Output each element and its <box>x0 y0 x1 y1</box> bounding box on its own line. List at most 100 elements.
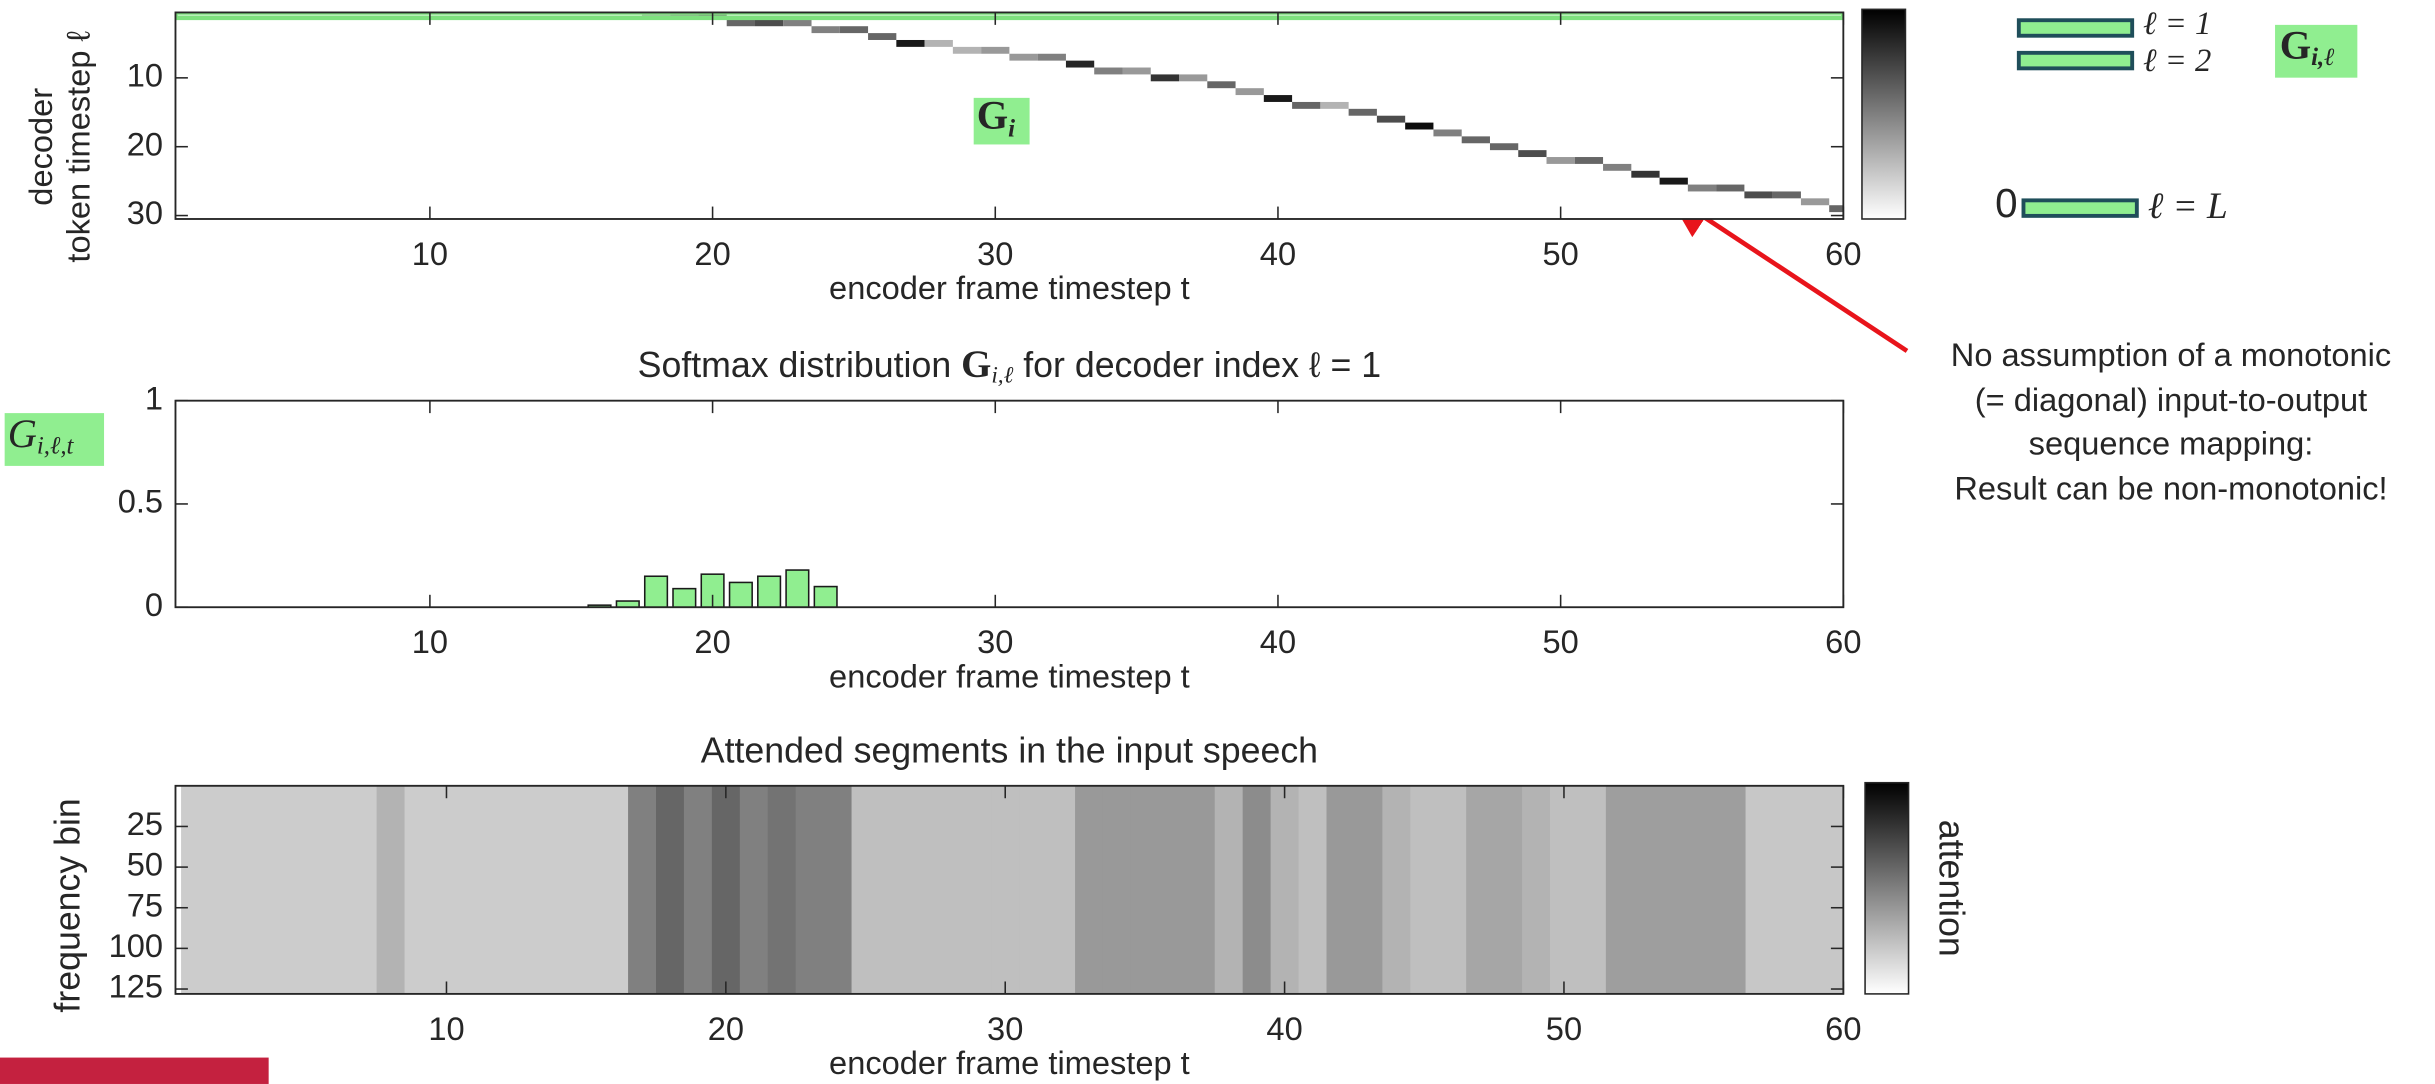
spectrogram-column <box>1019 785 1048 994</box>
spectrogram-column <box>1075 785 1104 994</box>
x-tick-label: 40 <box>1266 1010 1302 1047</box>
plot-background <box>175 400 1844 608</box>
spectrogram-column <box>209 785 238 994</box>
legend-label: ℓ = 1 <box>2143 6 2211 42</box>
spectrogram-column <box>935 785 964 994</box>
spectrogram-column <box>1410 785 1439 994</box>
y-label-symbol: G <box>8 411 37 456</box>
spectrogram-column <box>376 785 406 994</box>
x-tick-label: 10 <box>428 1010 464 1047</box>
heatmap-cell <box>1716 184 1745 192</box>
heatmap-cell <box>1179 74 1208 82</box>
chart-title: Attended segments in the input speech <box>701 731 1318 771</box>
heatmap-cell <box>1065 60 1095 68</box>
heatmap-cell <box>1631 170 1660 178</box>
legend-bar <box>2016 18 2135 38</box>
colorbar <box>1861 8 1907 220</box>
spectrogram-column <box>460 785 489 994</box>
y-tick-label: 100 <box>109 927 163 964</box>
spectrogram-column <box>292 785 322 994</box>
heatmap-cell <box>1320 101 1349 109</box>
spectrogram-column <box>711 785 741 994</box>
x-axis-label: encoder frame timestep t <box>829 657 1190 694</box>
spectrogram-column <box>795 785 825 994</box>
spectrogram-column <box>1745 785 1774 994</box>
x-tick-label: 20 <box>694 623 730 660</box>
spectrogram-column <box>544 785 573 994</box>
bar <box>643 575 669 608</box>
spectrogram-column <box>1522 785 1551 994</box>
heatmap-cell <box>1433 129 1462 137</box>
heatmap-cell <box>1687 184 1717 192</box>
spectrogram-column <box>767 785 797 994</box>
x-tick-label: 40 <box>1260 235 1296 272</box>
bar <box>587 604 612 608</box>
label-background <box>2275 24 2358 78</box>
heatmap-cell <box>1829 205 1844 213</box>
spectrogram-column <box>1689 785 1719 994</box>
colorbar <box>1864 781 1910 995</box>
heatmap-cell <box>896 39 925 47</box>
x-tick-label: 30 <box>987 1010 1023 1047</box>
x-tick-label: 60 <box>1825 1010 1861 1047</box>
spectrogram-column <box>1605 785 1635 994</box>
spectrogram-column <box>963 785 992 994</box>
matrix-symbol: G <box>977 93 1008 138</box>
heatmap-cell <box>1348 108 1377 116</box>
heatmap-cell <box>726 19 755 27</box>
spectrogram-column <box>1773 785 1802 994</box>
heatmap-cell <box>1150 74 1180 82</box>
matrix-subscript: i <box>1008 115 1015 142</box>
x-axis-label: encoder frame timestep t <box>829 1044 1190 1081</box>
spectrogram-column <box>572 785 601 994</box>
y-label-subscript: i,ℓ,t <box>37 432 75 459</box>
x-tick-label: 30 <box>977 235 1013 272</box>
callout: No assumption of a monotonic (= diagonal… <box>1951 336 2391 507</box>
heatmap-cell <box>783 19 812 27</box>
spectrogram-column <box>1717 785 1747 994</box>
heatmap-cell <box>1263 95 1293 102</box>
spectrogram-column <box>1186 785 1216 994</box>
heatmap-cell <box>981 46 1010 54</box>
spectrogram-column <box>1494 785 1523 994</box>
heatmap-cell <box>1546 157 1575 164</box>
spectrogram-column <box>1298 785 1327 994</box>
heatmap-cell <box>952 46 982 54</box>
legend-label: ℓ = L <box>2148 186 2228 227</box>
axes-box <box>174 11 1845 220</box>
spectrogram-column <box>739 785 769 994</box>
heatmap-cell <box>1094 67 1123 75</box>
callout-line: sequence mapping: <box>2029 424 2314 461</box>
x-tick-label: 50 <box>1543 623 1579 660</box>
callout-arrow <box>1666 192 1909 353</box>
y-axis-label: token timestep ℓ <box>59 30 96 262</box>
heatmap-cell <box>1744 191 1773 199</box>
spectrogram-column <box>1549 785 1579 994</box>
heatmap-cell <box>1037 53 1066 61</box>
x-tick-label: 50 <box>1543 235 1579 272</box>
heatmap-cell <box>1292 101 1321 109</box>
y-axis-label: decoder <box>22 88 59 206</box>
label-background <box>4 413 105 466</box>
legend-label: ℓ = 2 <box>2143 43 2211 79</box>
y-axis-label: frequency bin <box>47 798 87 1012</box>
chart-title: Softmax distribution Gi,ℓ for decoder in… <box>638 343 1381 389</box>
x-tick-label: 60 <box>1825 623 1861 660</box>
x-tick-label: 20 <box>694 235 730 272</box>
matrix-label: Gi <box>977 93 1015 142</box>
y-tick-label: 10 <box>127 56 163 93</box>
bar <box>785 569 810 608</box>
spectrogram-column <box>1466 785 1495 994</box>
spectrogram-column <box>628 785 657 994</box>
heatmap-cell <box>924 39 953 47</box>
spectrogram-column <box>1382 785 1411 994</box>
spectrogram-column <box>320 785 350 994</box>
x-tick-label: 10 <box>412 623 448 660</box>
spectrogram-column <box>879 785 908 994</box>
heatmap-cell <box>1518 150 1547 158</box>
legend-bar <box>2016 50 2135 71</box>
callout-line: (= diagonal) input-to-output <box>1975 381 2367 418</box>
bar <box>728 581 753 608</box>
heatmap-cell <box>1009 53 1038 61</box>
